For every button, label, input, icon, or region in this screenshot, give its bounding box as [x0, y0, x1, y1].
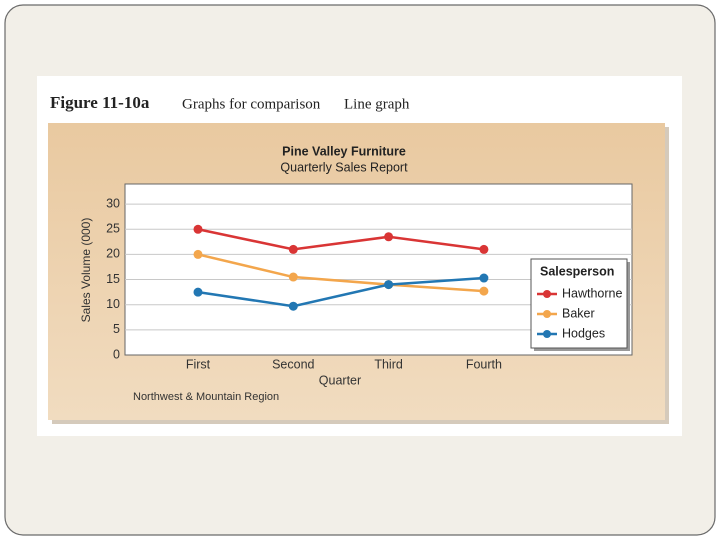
y-tick-label: 15 [106, 272, 120, 286]
x-tick-label: Third [374, 357, 403, 371]
y-tick-label: 30 [106, 196, 120, 210]
series-line [197, 228, 485, 251]
legend-swatch-dot [543, 290, 551, 298]
legend-label: Hodges [562, 326, 605, 340]
series-line [197, 253, 484, 293]
y-tick-label: 0 [113, 347, 120, 361]
data-point [288, 301, 298, 311]
x-tick-label: Second [272, 357, 314, 371]
legend-swatch-dot [543, 330, 551, 338]
data-point [193, 287, 203, 297]
chart-note: Northwest & Mountain Region [133, 391, 279, 403]
y-tick-label: 5 [113, 322, 120, 336]
data-point [288, 244, 298, 254]
y-axis-label: Sales Volume (000) [79, 218, 93, 323]
legend-title: Salesperson [540, 264, 614, 278]
x-tick-label: First [186, 357, 211, 371]
x-axis-label: Quarter [319, 373, 361, 387]
series-line [197, 276, 484, 308]
y-tick-label: 10 [106, 297, 120, 311]
data-point [193, 249, 203, 259]
figure-kind: Line graph [344, 96, 410, 112]
legend-label: Baker [562, 306, 595, 320]
data-point [384, 280, 394, 290]
data-point [479, 286, 489, 296]
legend-label: Hawthorne [562, 286, 622, 300]
chart-title: Pine Valley Furniture [282, 144, 406, 158]
chart-subtitle: Quarterly Sales Report [280, 160, 408, 174]
y-tick-label: 20 [106, 247, 120, 261]
data-point [479, 244, 489, 254]
data-point [288, 272, 298, 282]
x-tick-label: Fourth [466, 357, 502, 371]
data-point [193, 224, 203, 234]
data-point [384, 232, 394, 242]
figure-label: Figure 11-10a [50, 93, 150, 112]
legend-swatch-dot [543, 310, 551, 318]
data-point [479, 273, 489, 283]
figure-caption: Graphs for comparison [182, 96, 321, 112]
y-tick-label: 25 [106, 222, 120, 236]
